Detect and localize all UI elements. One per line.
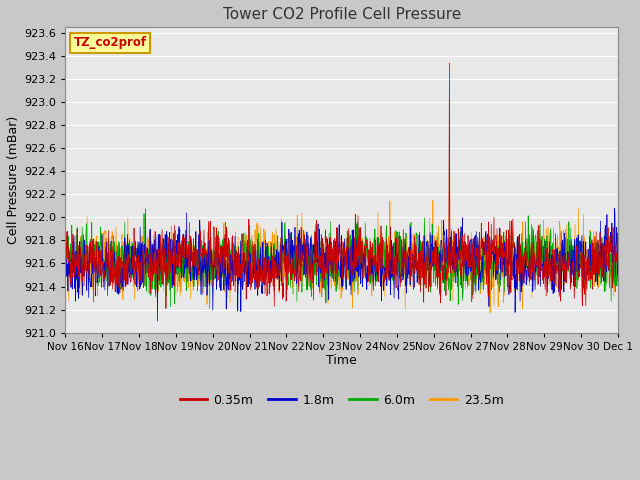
Legend: 0.35m, 1.8m, 6.0m, 23.5m: 0.35m, 1.8m, 6.0m, 23.5m (175, 389, 509, 412)
Title: Tower CO2 Profile Cell Pressure: Tower CO2 Profile Cell Pressure (223, 7, 461, 22)
Text: TZ_co2prof: TZ_co2prof (74, 36, 147, 49)
X-axis label: Time: Time (326, 354, 357, 367)
Y-axis label: Cell Pressure (mBar): Cell Pressure (mBar) (7, 116, 20, 244)
